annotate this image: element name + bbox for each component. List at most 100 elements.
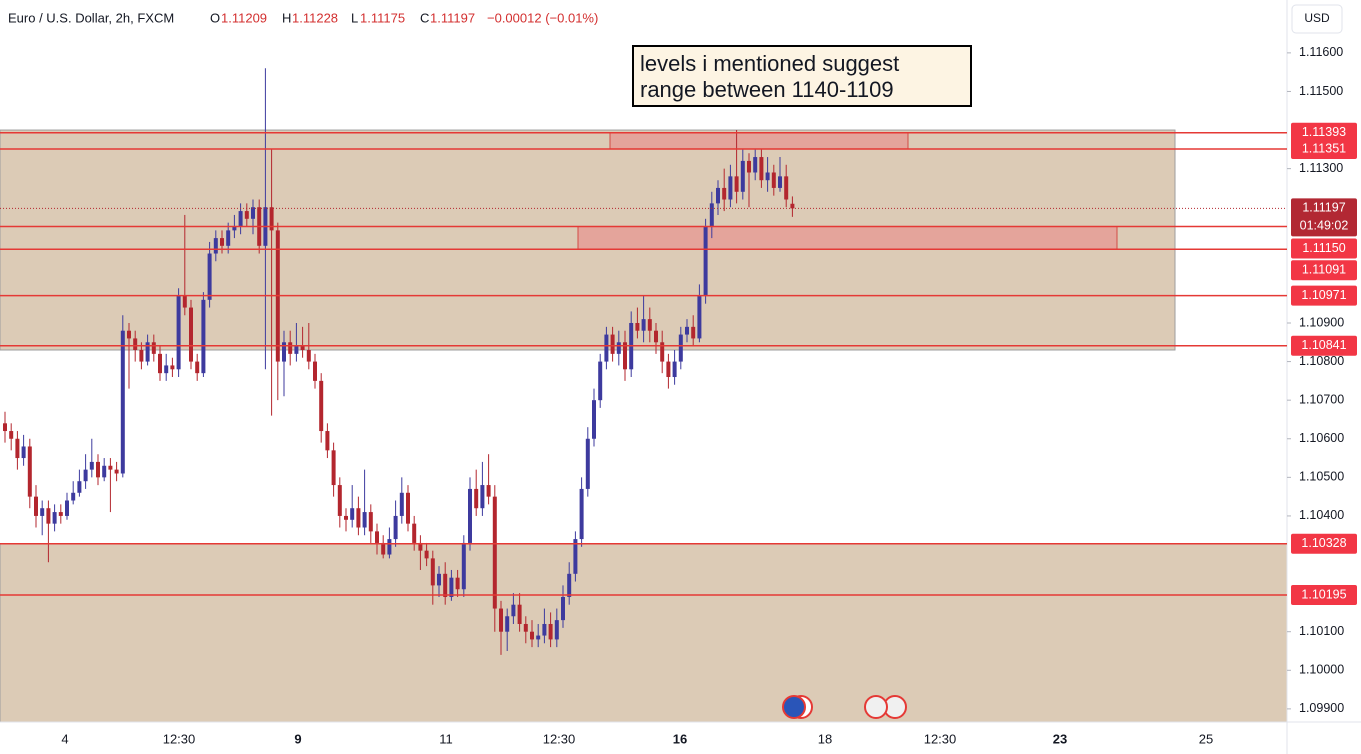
candle-body — [765, 172, 770, 181]
candle-body — [120, 330, 125, 474]
candle-body — [740, 160, 745, 192]
candle-body — [139, 350, 144, 362]
annotation-box — [632, 45, 972, 107]
currency: USD — [1304, 11, 1330, 25]
candle-body — [362, 512, 367, 528]
candle-body — [350, 508, 355, 520]
candle-body — [716, 187, 720, 204]
candle-body — [356, 508, 361, 528]
level-label-box — [1291, 285, 1357, 306]
candle-body — [530, 631, 534, 640]
y-tick-label: 1.09900 — [1299, 701, 1344, 715]
candle-body — [151, 342, 156, 354]
candle-body — [505, 616, 510, 632]
candle-body — [753, 157, 758, 173]
candle-body — [182, 295, 187, 308]
x-tick-label: 12:30 — [543, 731, 576, 746]
annotation-text: levels i mentioned suggest — [640, 51, 899, 76]
candle-body — [3, 423, 7, 432]
candle-body — [319, 380, 324, 432]
candle-body — [709, 203, 714, 227]
candle-body — [722, 187, 727, 200]
zone — [0, 543, 1288, 723]
candle-body — [46, 508, 51, 524]
candle-body — [282, 342, 286, 362]
y-tick-label: 1.11600 — [1299, 45, 1343, 59]
candle-body — [573, 539, 578, 574]
candle-body — [468, 488, 472, 543]
level-label: 1.11091 — [1302, 263, 1346, 277]
candle-body — [189, 307, 193, 362]
candle-body — [325, 431, 330, 451]
candle-body — [9, 431, 14, 439]
candle-body — [213, 238, 218, 254]
candle-body — [474, 488, 479, 509]
countdown: 01:49:02 — [1300, 219, 1349, 233]
change: −0.00012 (−0.01%) — [487, 10, 598, 25]
candle-body — [393, 515, 398, 540]
candle-body — [145, 342, 150, 362]
candle-body — [654, 330, 658, 343]
candle-body — [313, 361, 317, 381]
level-label-box — [1291, 585, 1357, 606]
level-label-box — [1291, 533, 1357, 554]
candle-body — [40, 508, 45, 516]
candle-body — [486, 485, 491, 497]
candle-body — [77, 481, 82, 493]
x-tick-label: 12:30 — [924, 731, 957, 746]
candle-body — [114, 469, 119, 474]
candle-body — [567, 573, 572, 597]
candle-body — [499, 608, 503, 632]
candle-body — [344, 515, 348, 520]
level-label-box — [1291, 138, 1357, 159]
x-tick-label: 11 — [439, 731, 453, 746]
candle-body — [536, 635, 541, 640]
candle-body — [784, 176, 789, 200]
price-label: 1.11197 — [1302, 201, 1345, 215]
x-tick-label: 4 — [61, 731, 68, 746]
zone — [609, 132, 909, 150]
candle-body — [34, 496, 38, 516]
level-label-box — [1291, 260, 1357, 281]
candle-body — [691, 326, 696, 339]
price-label-box — [1291, 198, 1357, 237]
candle-body — [164, 365, 169, 374]
candle-body — [455, 577, 460, 590]
candle-body — [375, 531, 379, 543]
candle-body — [641, 319, 646, 331]
candle-body — [561, 596, 565, 621]
candle-body — [133, 338, 138, 351]
ohlc-value: 1.11197 — [430, 10, 475, 25]
candle-body — [443, 573, 448, 597]
candle-body — [790, 203, 795, 209]
y-tick-label: 1.11300 — [1299, 161, 1343, 175]
event-icons[interactable] — [782, 695, 907, 719]
candle-body — [672, 361, 677, 378]
candle-body — [368, 512, 373, 532]
ohlc-value: 1.11209 — [221, 10, 267, 25]
ohlc-label: L — [351, 10, 358, 25]
candle-body — [170, 365, 175, 370]
candle-body — [406, 492, 410, 524]
ohlc-label: C — [420, 10, 429, 25]
candle-body — [598, 361, 603, 401]
candle-body — [96, 461, 100, 478]
currency-button[interactable] — [1291, 4, 1343, 34]
candle-body — [65, 500, 69, 516]
level-label-box — [1291, 238, 1357, 259]
candle-body — [52, 512, 57, 524]
level-label-box — [1291, 335, 1357, 356]
candle-body — [585, 438, 590, 489]
ohlc-value: 1.11228 — [292, 10, 338, 25]
candle-body — [412, 523, 417, 543]
y-tick-label: 1.10100 — [1299, 624, 1344, 638]
symbol-title: Euro / U.S. Dollar, 2h, FXCM — [8, 10, 174, 25]
candle-body — [306, 350, 311, 362]
candle-body — [102, 465, 107, 478]
candle-body — [542, 623, 547, 636]
candle-body — [579, 488, 584, 540]
annotation-text: range between 1140-1109 — [640, 77, 894, 102]
level-label: 1.10841 — [1301, 338, 1346, 352]
y-tick-label: 1.10600 — [1299, 431, 1344, 445]
y-tick-label: 1.10000 — [1299, 663, 1344, 677]
